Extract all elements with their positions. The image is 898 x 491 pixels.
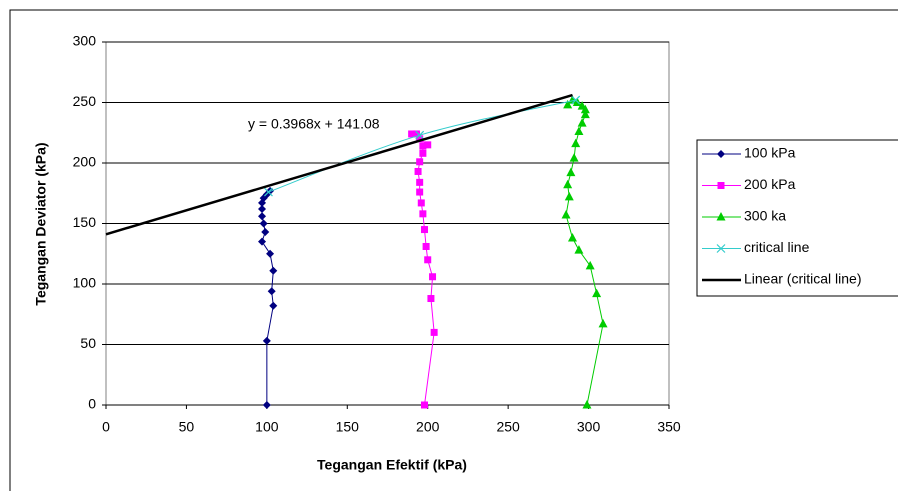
point	[269, 301, 278, 310]
point	[258, 237, 267, 246]
point	[566, 167, 576, 177]
legend-label: 200 kPa	[744, 176, 796, 192]
point	[267, 287, 276, 296]
point	[262, 336, 271, 345]
point	[420, 401, 428, 409]
point	[430, 328, 438, 336]
legend-label: Linear (critical line)	[744, 271, 861, 287]
y-tick-label: 50	[80, 335, 96, 351]
point	[420, 226, 428, 234]
y-tick-label: 200	[73, 154, 97, 170]
point	[269, 266, 278, 275]
point	[258, 204, 267, 213]
series	[264, 95, 581, 197]
y-axis-title: Tegangan Deviator (kPa)	[33, 142, 49, 305]
series	[408, 130, 438, 409]
x-tick-label: 50	[179, 419, 195, 435]
x-tick-label: 100	[255, 419, 279, 435]
point	[424, 141, 432, 149]
point	[419, 142, 427, 150]
trendline	[105, 93, 573, 236]
legend-marker	[716, 212, 726, 221]
point	[416, 135, 424, 143]
point	[424, 256, 432, 264]
y-tick-label: 100	[73, 275, 97, 291]
series	[258, 186, 278, 409]
point	[412, 130, 420, 138]
point	[417, 199, 425, 207]
legend-label: 100 kPa	[744, 145, 796, 161]
point	[408, 130, 416, 138]
point	[427, 295, 435, 303]
point	[598, 318, 608, 328]
y-tick-label: 0	[88, 396, 96, 412]
point	[571, 95, 581, 105]
point	[262, 401, 271, 409]
x-tick-label: 300	[577, 419, 601, 435]
legend-marker	[717, 150, 725, 158]
point	[258, 212, 267, 221]
point	[419, 149, 427, 157]
point	[563, 99, 573, 109]
point	[416, 178, 424, 186]
point	[266, 249, 275, 258]
point	[414, 167, 422, 175]
point	[577, 101, 587, 110]
x-tick-label: 200	[416, 419, 440, 435]
legend: 100 kPa 200 kPa 300 ka critical line Linear …	[696, 139, 898, 297]
series	[561, 95, 608, 409]
y-tick-label: 250	[73, 93, 97, 109]
x-tick-label: 150	[336, 419, 360, 435]
point	[261, 227, 270, 236]
point	[429, 273, 437, 281]
y-tick-label: 150	[73, 214, 97, 230]
point	[415, 130, 425, 140]
point	[577, 118, 587, 127]
legend-label: 300 ka	[744, 208, 786, 224]
point	[422, 242, 430, 250]
point	[592, 288, 602, 298]
point	[419, 210, 427, 218]
x-tick-label: 250	[496, 419, 520, 435]
point	[416, 188, 424, 196]
x-axis-title: Tegangan Efektif (kPa)	[317, 457, 467, 473]
trendline-equation: y = 0.3968x + 141.08	[248, 116, 380, 132]
point	[561, 210, 571, 219]
point	[574, 126, 584, 136]
point	[264, 187, 273, 197]
point	[574, 245, 584, 254]
point	[571, 138, 581, 148]
legend-label: critical line	[744, 239, 810, 255]
y-tick-label: 300	[73, 33, 97, 49]
point	[580, 109, 590, 119]
x-tick-label: 350	[657, 419, 681, 435]
point	[569, 153, 579, 162]
legend-marker	[716, 244, 726, 253]
point	[563, 179, 573, 189]
point	[585, 260, 595, 270]
point	[259, 219, 268, 228]
legend-marker	[717, 182, 725, 189]
point	[416, 158, 424, 166]
point	[582, 400, 592, 409]
x-tick-label: 0	[102, 419, 110, 435]
point	[567, 233, 577, 242]
point	[564, 191, 574, 201]
legend-box	[696, 139, 898, 297]
